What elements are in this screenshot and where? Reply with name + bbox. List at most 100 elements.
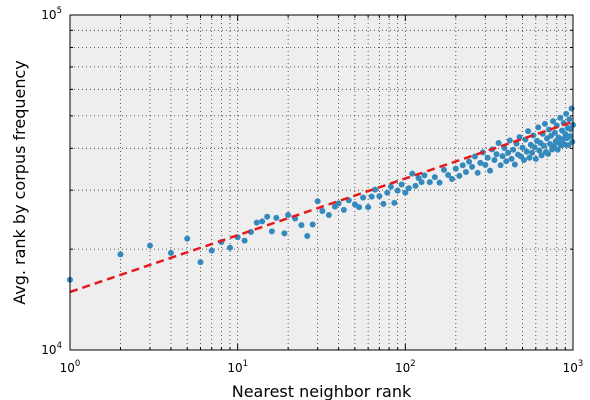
data-point — [167, 249, 174, 256]
plot-frame — [69, 14, 574, 351]
data-point — [405, 185, 412, 192]
x-axis-label: Nearest neighbor rank — [232, 382, 412, 400]
tick-marks — [69, 14, 574, 351]
data-point — [569, 138, 576, 145]
data-point — [372, 186, 379, 193]
data-point — [491, 157, 498, 164]
data-point — [421, 172, 428, 179]
data-point — [394, 187, 401, 194]
data-point — [551, 129, 558, 136]
data-point — [526, 154, 533, 161]
data-point — [309, 221, 316, 228]
data-point — [520, 157, 527, 164]
data-point — [536, 147, 543, 154]
x-tick-label: 102 — [395, 359, 416, 375]
fit-line-group — [69, 120, 574, 294]
data-point — [511, 161, 518, 168]
data-point — [335, 200, 342, 207]
data-point — [541, 120, 548, 127]
data-point — [304, 232, 311, 239]
data-point — [298, 222, 305, 229]
data-point — [146, 242, 153, 249]
data-point — [510, 146, 517, 153]
data-point — [482, 161, 489, 168]
data-point — [503, 158, 510, 165]
data-point — [273, 214, 280, 221]
data-point — [398, 181, 405, 188]
data-point — [459, 162, 466, 169]
data-point — [462, 168, 469, 175]
data-point — [525, 128, 532, 135]
data-point — [469, 163, 476, 170]
data-point — [253, 219, 260, 226]
data-point — [516, 134, 523, 141]
data-point — [314, 198, 321, 205]
data-point — [497, 162, 504, 169]
data-point — [281, 230, 288, 237]
plot-area — [70, 15, 573, 350]
data-point — [376, 193, 383, 200]
data-point — [418, 179, 425, 186]
data-point — [368, 193, 375, 200]
data-point — [523, 148, 530, 155]
data-point — [445, 171, 452, 178]
data-point — [412, 182, 419, 189]
data-point — [391, 199, 398, 206]
data-point — [495, 139, 502, 146]
data-point — [380, 200, 387, 207]
data-point — [241, 237, 248, 244]
data-point — [531, 144, 538, 151]
data-point — [449, 175, 456, 182]
data-point — [285, 211, 292, 218]
data-point — [356, 204, 363, 211]
data-point — [471, 153, 478, 160]
data-point — [319, 207, 326, 214]
data-point — [538, 152, 545, 159]
y-tick-label: 104 — [41, 341, 62, 357]
data-point — [550, 118, 557, 125]
y-tick-labels: 104 105 — [41, 6, 62, 357]
data-point — [550, 143, 557, 150]
data-point — [426, 179, 433, 186]
data-point — [567, 133, 574, 140]
data-point — [409, 170, 416, 177]
data-point — [456, 172, 463, 179]
data-point — [117, 251, 124, 258]
data-point — [563, 110, 570, 117]
data-point — [566, 116, 573, 123]
data-point — [384, 189, 391, 196]
data-point — [474, 169, 481, 176]
data-point — [452, 165, 459, 172]
x-tick-label: 100 — [60, 359, 81, 375]
data-point — [264, 213, 271, 220]
data-point — [402, 189, 409, 196]
data-point — [508, 155, 515, 162]
y-axis-label: Avg. rank by corpus frequency — [10, 60, 29, 305]
data-point — [487, 167, 494, 174]
data-point — [545, 150, 552, 157]
data-point — [557, 114, 564, 121]
fit-line — [69, 120, 574, 294]
data-point — [184, 235, 191, 242]
data-point — [484, 154, 491, 161]
data-point — [493, 151, 500, 158]
y-tick-label: 105 — [41, 6, 62, 22]
data-point — [325, 211, 332, 218]
data-point — [436, 179, 443, 186]
data-point — [540, 142, 547, 149]
data-point — [519, 144, 526, 151]
x-tick-label: 103 — [563, 359, 584, 375]
x-tick-labels: 100 101 102 103 — [60, 359, 584, 375]
data-point — [440, 166, 447, 173]
data-point — [387, 183, 394, 190]
data-point — [360, 194, 367, 201]
data-point — [226, 244, 233, 251]
data-point — [568, 105, 575, 112]
data-point — [506, 137, 513, 144]
data-point — [529, 149, 536, 156]
data-point — [554, 146, 561, 153]
data-point — [499, 153, 506, 160]
data-point — [208, 247, 215, 254]
data-point — [535, 124, 542, 131]
